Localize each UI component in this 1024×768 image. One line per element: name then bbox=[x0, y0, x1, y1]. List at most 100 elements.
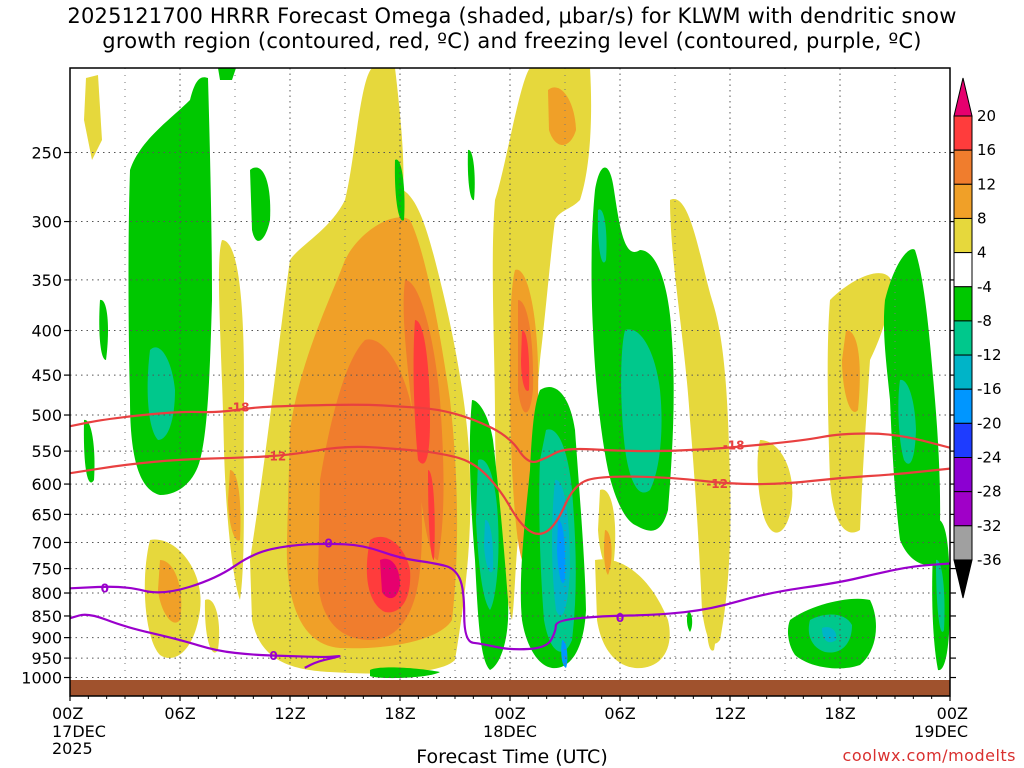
x-tick-date-24: 18DEC bbox=[483, 722, 537, 741]
colorbar-label-3: 8 bbox=[977, 209, 987, 227]
colorbar-band-5 bbox=[953, 286, 973, 322]
colorbar-label-0: 20 bbox=[977, 107, 996, 125]
y-tick-label-350: 350 bbox=[31, 271, 62, 290]
x-tick-label-24: 00Z bbox=[494, 704, 525, 723]
contour-freezing_level_lower bbox=[70, 613, 341, 669]
y-tick-label-850: 850 bbox=[31, 607, 62, 626]
x-tick-label-30: 06Z bbox=[604, 704, 635, 723]
x-tick-label-18: 18Z bbox=[384, 704, 415, 723]
colorbar-band-0 bbox=[953, 115, 973, 151]
colorbar-band-2 bbox=[953, 183, 973, 219]
colorbar-label-11: -28 bbox=[977, 483, 1002, 501]
contour-label-dgz_minus18-0: -18 bbox=[228, 400, 250, 414]
colorbar: 20 16 12 8 4 -4 -8 -12 -16 -20 -24 -28 -32 -36 bbox=[953, 77, 1002, 599]
omega-green-15 bbox=[370, 667, 440, 679]
omega-orange-7 bbox=[604, 530, 612, 575]
omega-green-4 bbox=[83, 419, 95, 483]
omega-orange-5 bbox=[548, 87, 576, 145]
omega-green-2 bbox=[99, 299, 108, 360]
contour-label-freezing_level_upper-1: 0 bbox=[324, 537, 332, 551]
credit-text: coolwx.com/modelts bbox=[842, 746, 1016, 765]
omega-blue-1 bbox=[557, 520, 566, 584]
y-tick-label-450: 450 bbox=[31, 366, 62, 385]
omega-green-14 bbox=[686, 611, 693, 632]
y-tick-label-400: 400 bbox=[31, 322, 62, 341]
contour-label-dgz_minus12-1: -12 bbox=[706, 477, 728, 491]
colorbar-band-11 bbox=[953, 491, 973, 527]
chart-title: 2025121700 HRRR Forecast Omega (shaded, … bbox=[0, 4, 1024, 54]
contour-dgz_minus18 bbox=[70, 403, 950, 463]
contour-dgz_minus12 bbox=[70, 445, 950, 535]
colorbar-label-5: -4 bbox=[977, 278, 992, 296]
omega-red-regions bbox=[366, 320, 530, 613]
x-tick-label-12: 12Z bbox=[274, 704, 305, 723]
omega-teal-1 bbox=[147, 347, 175, 440]
colorbar-label-10: -24 bbox=[977, 449, 1002, 467]
colorbar-label-2: 12 bbox=[977, 175, 996, 193]
contour-label-freezing_level_upper-0: 0 bbox=[101, 581, 109, 595]
contour-lines: -18 -18 -12 -12 0 0 0 0 bbox=[70, 400, 950, 669]
y-tick-label-750: 750 bbox=[31, 560, 62, 579]
omega-cyan-2 bbox=[484, 519, 494, 573]
omega-blue-2 bbox=[561, 640, 568, 668]
omega-green-3 bbox=[250, 167, 271, 241]
y-tick-label-800: 800 bbox=[31, 584, 62, 603]
colorbar-band-3 bbox=[953, 217, 973, 254]
omega-red-1 bbox=[413, 320, 430, 464]
omega-teal-5 bbox=[898, 379, 916, 464]
colorbar-band-6 bbox=[953, 320, 973, 356]
y-axis-ticks: 250 300 350 400 450 500 550 600 650 700 750 800 850 9… bbox=[21, 144, 956, 688]
omega-orange-3 bbox=[228, 470, 241, 541]
colorbar-band-8 bbox=[953, 388, 973, 424]
contour-label-dgz_minus18-1: -18 bbox=[723, 439, 745, 453]
y-tick-label-700: 700 bbox=[31, 533, 62, 552]
colorbar-band-4 bbox=[953, 252, 973, 288]
colorbar-label-7: -12 bbox=[977, 346, 1002, 364]
omega-yellow-9 bbox=[827, 273, 891, 533]
y-tick-label-900: 900 bbox=[31, 629, 62, 648]
title-line-1: 2025121700 HRRR Forecast Omega (shaded, … bbox=[67, 4, 957, 28]
y-tick-label-1000: 1000 bbox=[21, 669, 62, 688]
omega-teal-8 bbox=[936, 559, 945, 632]
contour-label-freezing_level_upper-2: 0 bbox=[616, 611, 624, 625]
omega-cyan-3 bbox=[822, 627, 837, 643]
colorbar-label-9: -20 bbox=[977, 414, 1002, 432]
colorbar-band-1 bbox=[953, 149, 973, 185]
colorbar-top-arrow bbox=[953, 77, 973, 117]
x-axis-title: Forecast Time (UTC) bbox=[416, 746, 608, 768]
y-tick-label-250: 250 bbox=[31, 144, 62, 163]
y-tick-label-300: 300 bbox=[31, 213, 62, 232]
x-tick-label-6: 06Z bbox=[164, 704, 195, 723]
omega-red-4 bbox=[428, 470, 435, 560]
x-tick-label-48: 00Z bbox=[937, 704, 968, 723]
y-tick-label-950: 950 bbox=[31, 649, 62, 668]
contour-label-freezing_level_lower-0: 0 bbox=[269, 649, 277, 663]
omega-blue-regions bbox=[557, 520, 568, 668]
colorbar-bottom-arrow bbox=[953, 559, 973, 599]
omega-yellow-8 bbox=[757, 440, 793, 533]
y-tick-label-650: 650 bbox=[31, 505, 62, 524]
colorbar-band-12 bbox=[953, 525, 973, 561]
x-tick-date-0: 17DEC bbox=[52, 722, 106, 741]
omega-green-6 bbox=[467, 149, 475, 201]
colorbar-label-4: 4 bbox=[977, 244, 987, 262]
colorbar-label-1: 16 bbox=[977, 141, 996, 159]
gridlines bbox=[70, 68, 950, 696]
omega-orange-6 bbox=[842, 330, 860, 412]
omega-red-3 bbox=[521, 330, 530, 391]
x-tick-year-0: 2025 bbox=[52, 739, 93, 758]
colorbar-label-12: -32 bbox=[977, 517, 1002, 535]
omega-yellow-11 bbox=[204, 599, 220, 653]
contour-label-dgz_minus12-0: -12 bbox=[264, 450, 286, 464]
x-tick-date-48: 19DEC bbox=[914, 722, 968, 741]
terrain-ground bbox=[70, 680, 950, 696]
colorbar-band-9 bbox=[953, 422, 973, 459]
colorbar-label-8: -16 bbox=[977, 380, 1002, 398]
omega-yellow-1 bbox=[84, 75, 102, 160]
y-tick-label-600: 600 bbox=[31, 475, 62, 494]
y-tick-label-550: 550 bbox=[31, 442, 62, 461]
x-tick-label-36: 12Z bbox=[714, 704, 745, 723]
omega-yellow-6 bbox=[595, 559, 670, 669]
